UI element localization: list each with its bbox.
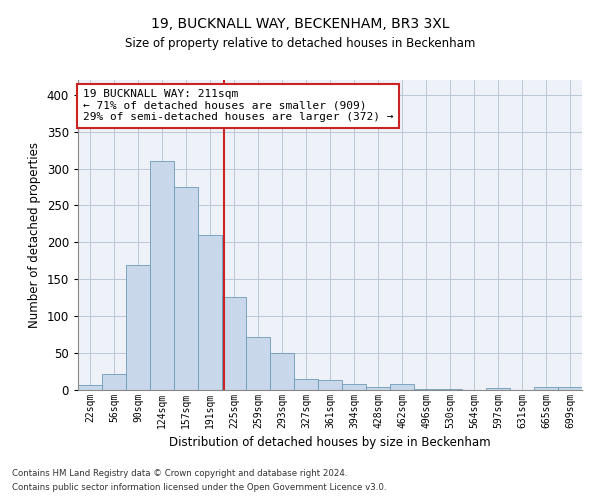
Text: Size of property relative to detached houses in Beckenham: Size of property relative to detached ho… (125, 38, 475, 51)
Text: 19 BUCKNALL WAY: 211sqm
← 71% of detached houses are smaller (909)
29% of semi-d: 19 BUCKNALL WAY: 211sqm ← 71% of detache… (83, 90, 394, 122)
Bar (534, 387, 558, 390)
Bar (558, 387, 582, 390)
Bar (390, 384, 414, 390)
Bar (126, 264, 150, 390)
Bar (486, 388, 510, 390)
Bar (318, 380, 342, 390)
Bar (78, 385, 102, 390)
Text: Contains HM Land Registry data © Crown copyright and database right 2024.: Contains HM Land Registry data © Crown c… (12, 468, 347, 477)
X-axis label: Distribution of detached houses by size in Beckenham: Distribution of detached houses by size … (169, 436, 491, 450)
Bar (414, 388, 438, 390)
Y-axis label: Number of detached properties: Number of detached properties (28, 142, 41, 328)
Bar (102, 374, 126, 390)
Bar (294, 379, 318, 390)
Bar (246, 337, 270, 390)
Bar (174, 187, 198, 390)
Bar (438, 388, 462, 390)
Bar (222, 297, 246, 390)
Text: 19, BUCKNALL WAY, BECKENHAM, BR3 3XL: 19, BUCKNALL WAY, BECKENHAM, BR3 3XL (151, 18, 449, 32)
Text: Contains public sector information licensed under the Open Government Licence v3: Contains public sector information licen… (12, 484, 386, 492)
Bar (342, 384, 366, 390)
Bar (366, 387, 390, 390)
Bar (150, 161, 174, 390)
Bar (198, 235, 222, 390)
Bar (270, 353, 294, 390)
